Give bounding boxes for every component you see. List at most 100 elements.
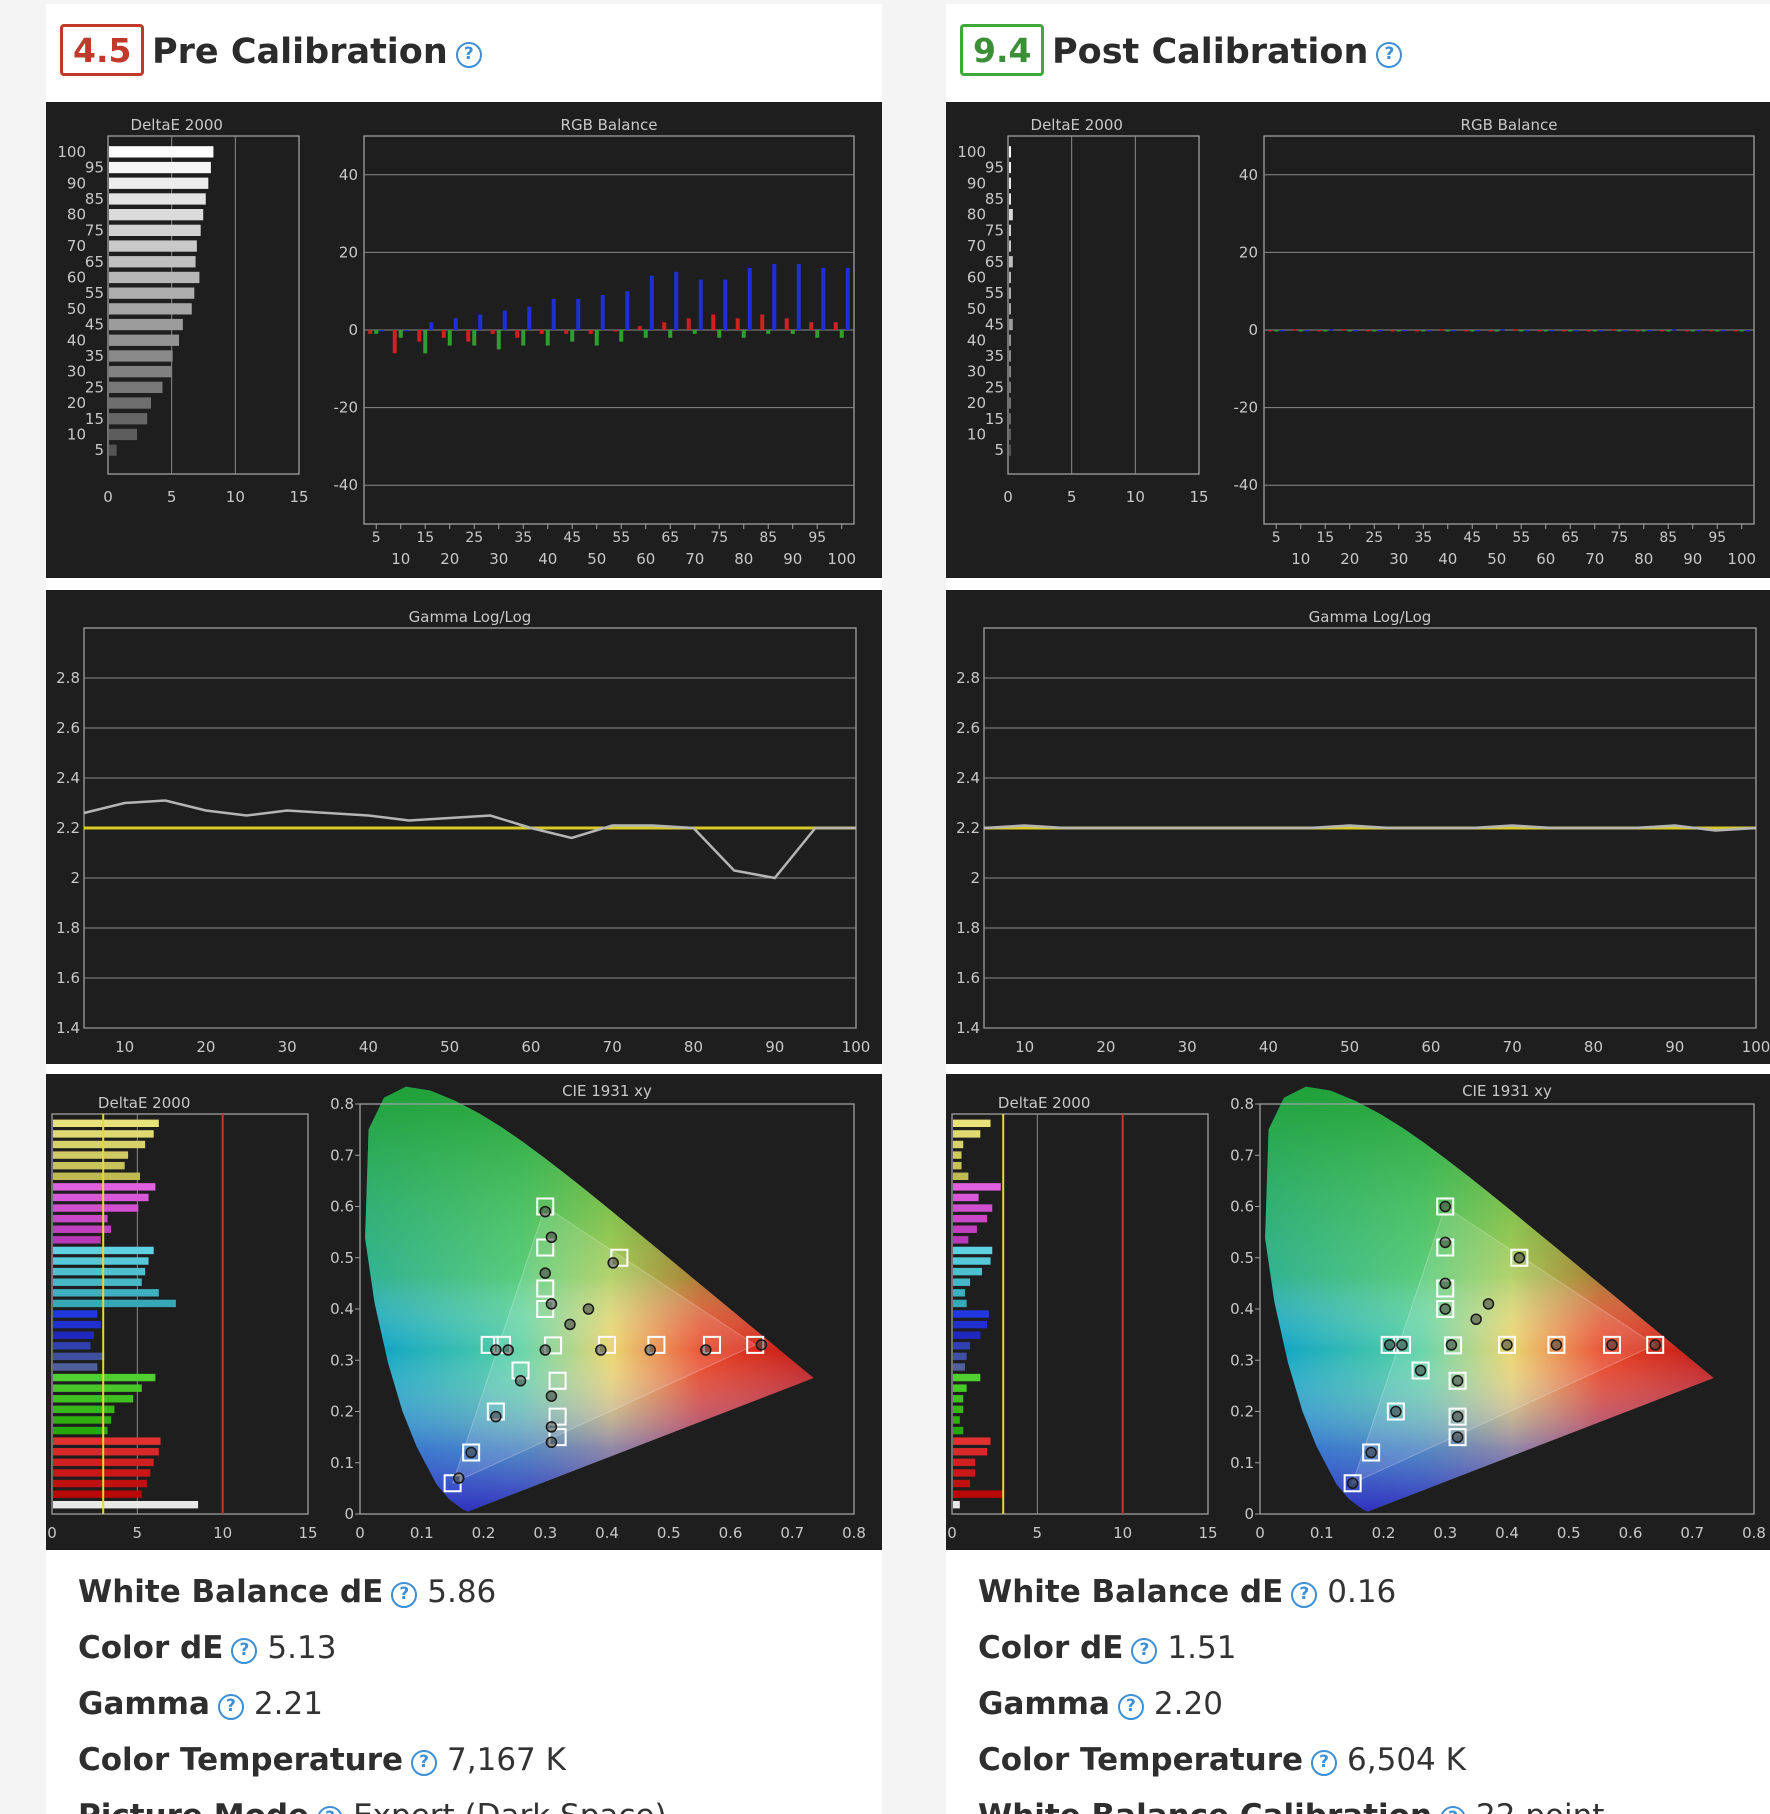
help-icon[interactable]: ? — [217, 1694, 244, 1720]
bar — [839, 330, 844, 338]
bar — [1009, 193, 1011, 205]
y-tick-label: 15 — [985, 410, 1004, 428]
bar — [53, 1225, 112, 1233]
help-icon[interactable]: ? — [1117, 1694, 1144, 1720]
x-tick-label: 40 — [359, 1038, 378, 1056]
x-tick-label: 5 — [372, 530, 381, 546]
bar — [53, 1204, 139, 1212]
bar — [109, 287, 195, 299]
bar — [109, 177, 209, 189]
bar — [747, 267, 752, 330]
bar — [1568, 330, 1573, 332]
bar — [1274, 330, 1279, 332]
plot-frame — [1007, 135, 1200, 475]
help-icon[interactable]: ? — [391, 1582, 418, 1608]
x-tick-label: 0 — [947, 1524, 957, 1542]
help-icon[interactable]: ? — [455, 42, 482, 68]
bar — [953, 1500, 960, 1509]
x-tick-label: 20 — [1096, 1038, 1115, 1056]
x-tick-label: 40 — [1259, 1038, 1278, 1056]
x-tick-label: 40 — [538, 550, 557, 568]
bar — [109, 303, 192, 315]
help-icon[interactable]: ? — [1440, 1806, 1467, 1814]
bar — [478, 314, 483, 330]
x-tick-label: 50 — [1340, 1038, 1359, 1056]
stat-label: White Balance Calibration — [978, 1798, 1432, 1814]
bar — [1537, 330, 1542, 332]
bar — [53, 1437, 161, 1445]
y-tick-label: 0.2 — [1230, 1403, 1254, 1421]
x-tick-label: 90 — [783, 550, 802, 568]
help-icon[interactable]: ? — [317, 1806, 344, 1814]
target-marker — [1436, 1300, 1455, 1318]
y-tick-label: 60 — [967, 268, 986, 286]
bar — [1317, 330, 1322, 332]
y-tick-label: 75 — [85, 221, 104, 239]
y-tick-label: 35 — [985, 347, 1004, 365]
y-tick-label: 25 — [85, 378, 104, 396]
target-marker — [1411, 1361, 1430, 1380]
x-tick-label: 70 — [603, 1038, 622, 1056]
bar — [1549, 330, 1554, 332]
bar — [953, 1384, 967, 1392]
y-tick-label: 40 — [339, 166, 358, 184]
help-icon[interactable]: ? — [1376, 42, 1403, 68]
bar — [1427, 330, 1432, 332]
bar — [821, 267, 826, 330]
x-tick-label: 90 — [765, 1038, 784, 1056]
x-tick-label: 0.4 — [595, 1524, 619, 1542]
bar — [953, 1246, 993, 1255]
bar — [1525, 330, 1530, 332]
help-icon[interactable]: ? — [1311, 1750, 1338, 1776]
y-tick-label: 55 — [85, 284, 104, 302]
bar — [953, 1331, 981, 1339]
stat-value: 2.21 — [253, 1686, 323, 1722]
bar — [429, 322, 434, 330]
bar — [1721, 330, 1726, 332]
x-tick-label: 0 — [1255, 1524, 1265, 1542]
measured-point — [539, 1205, 551, 1218]
help-icon[interactable]: ? — [1291, 1582, 1318, 1608]
measured-point — [1365, 1446, 1377, 1459]
stat-label: White Balance dE — [978, 1574, 1284, 1610]
bar — [1739, 330, 1744, 332]
measured-point — [1439, 1303, 1451, 1315]
bar — [772, 264, 777, 330]
y-tick-label: 10 — [967, 425, 986, 443]
x-tick-label: 55 — [612, 530, 630, 546]
help-icon[interactable]: ? — [411, 1750, 438, 1776]
y-tick-label: 1.8 — [956, 919, 980, 937]
bar — [53, 1479, 147, 1488]
x-tick-label: 0.8 — [842, 1524, 866, 1542]
bar — [711, 314, 716, 330]
x-tick-label: 0.1 — [1310, 1524, 1334, 1542]
x-tick-label: 20 — [1340, 550, 1359, 568]
x-tick-label: 40 — [1438, 550, 1457, 568]
y-tick-label: 100 — [57, 143, 86, 161]
measured-point — [545, 1298, 558, 1310]
help-icon[interactable]: ? — [231, 1638, 258, 1664]
bar — [845, 267, 850, 330]
bar — [1519, 330, 1524, 332]
stats-list: White Balance dE? 0.16 Color dE? 1.51 Gamm… — [978, 1564, 1762, 1814]
bar — [53, 1395, 134, 1403]
bar — [1709, 330, 1714, 332]
bar — [1445, 330, 1450, 332]
target-marker — [1448, 1407, 1467, 1426]
bar — [953, 1342, 971, 1350]
measured-point — [1346, 1477, 1359, 1489]
bar — [109, 193, 206, 205]
gamma-chart: Gamma Log/Log 2.8 2.6 2.4 2.2 2 1.8 1.6 1.4 10 20 3… — [956, 608, 1770, 1056]
bar — [53, 1500, 199, 1509]
bar — [953, 1395, 964, 1403]
y-tick-label: 95 — [985, 159, 1004, 177]
stat-label: Color Temperature — [78, 1742, 404, 1778]
bar — [564, 330, 569, 334]
bar — [53, 1405, 115, 1414]
stat-row: White Balance Calibration? 22 point — [978, 1788, 1762, 1814]
help-icon[interactable]: ? — [1131, 1638, 1158, 1664]
bar — [1280, 330, 1285, 332]
y-tick-label: 20 — [967, 394, 986, 412]
y-tick-label: 0 — [1244, 1505, 1254, 1523]
x-tick-label: 0 — [47, 1524, 57, 1542]
